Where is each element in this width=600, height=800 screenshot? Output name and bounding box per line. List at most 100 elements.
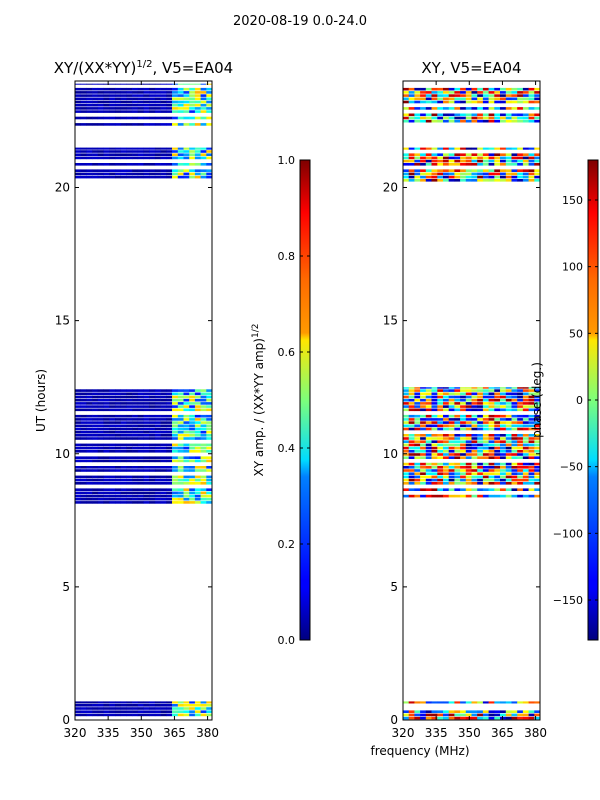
heatmap-cell xyxy=(528,156,535,160)
heatmap-cell xyxy=(425,91,432,94)
heatmap-cell xyxy=(534,408,541,412)
heatmap-cell xyxy=(420,172,427,176)
heatmap-cell xyxy=(149,488,156,491)
heatmap-cell xyxy=(75,100,81,104)
heatmap-cell xyxy=(92,494,99,498)
heatmap-cell xyxy=(534,172,541,176)
heatmap-cell xyxy=(75,466,81,469)
heatmap-cell xyxy=(460,119,467,123)
heatmap-cell xyxy=(194,459,201,463)
heatmap-cell xyxy=(154,475,161,479)
heatmap-cell xyxy=(75,488,81,491)
heatmap-cell xyxy=(172,707,178,710)
heatmap-cell xyxy=(183,707,190,710)
heatmap-cell xyxy=(517,175,524,179)
colorbar-tick-label: 0.2 xyxy=(278,538,296,551)
heatmap-cell xyxy=(494,395,501,399)
heatmap-cell xyxy=(154,94,161,97)
heatmap-cell xyxy=(420,713,427,717)
heatmap-cell xyxy=(143,421,150,424)
heatmap-cell xyxy=(137,456,144,459)
heatmap-cell xyxy=(80,478,87,482)
colorbar-tick-label: 1.0 xyxy=(278,154,296,167)
heatmap-cell xyxy=(437,713,444,717)
heatmap-cell xyxy=(465,414,472,418)
heatmap-cell xyxy=(482,478,489,482)
heatmap-cell xyxy=(75,421,81,424)
heatmap-cell xyxy=(166,147,173,150)
heatmap-cell xyxy=(420,402,427,405)
heatmap-cell xyxy=(97,153,104,156)
heatmap-cell xyxy=(420,427,427,431)
heatmap-cell xyxy=(109,123,116,126)
heatmap-cell xyxy=(460,172,467,176)
heatmap-cell xyxy=(103,156,110,160)
heatmap-cell xyxy=(528,701,535,704)
heatmap-cell xyxy=(454,414,461,418)
heatmap-cell xyxy=(132,97,139,101)
heatmap-cell xyxy=(403,116,409,120)
heatmap-cell xyxy=(75,163,81,166)
heatmap-cell xyxy=(154,707,161,710)
heatmap-cell xyxy=(482,91,489,94)
heatmap-cell xyxy=(414,462,421,466)
heatmap-cell xyxy=(494,398,501,402)
heatmap-cell xyxy=(522,478,529,482)
heatmap-cell xyxy=(120,414,127,418)
heatmap-cell xyxy=(482,469,489,472)
heatmap-cell xyxy=(420,472,427,475)
heatmap-cell xyxy=(115,482,121,485)
heatmap-cell xyxy=(488,405,495,408)
heatmap-cell xyxy=(465,701,472,704)
heatmap-cell xyxy=(115,466,121,469)
heatmap-cell xyxy=(189,97,196,101)
heatmap-cell xyxy=(494,466,501,469)
heatmap-cell xyxy=(80,414,87,418)
heatmap-cell xyxy=(403,389,409,392)
heatmap-cell xyxy=(143,116,150,120)
heatmap-cell xyxy=(97,83,104,85)
heatmap-cell xyxy=(522,392,529,396)
heatmap-cell xyxy=(403,97,409,101)
heatmap-cell xyxy=(115,402,121,405)
heatmap-cell xyxy=(126,147,133,150)
heatmap-cell xyxy=(86,169,93,172)
heatmap-cell xyxy=(408,387,415,389)
heatmap-cell xyxy=(189,701,196,704)
heatmap-cell xyxy=(517,446,524,450)
heatmap-cell xyxy=(103,701,110,704)
heatmap-cell xyxy=(160,150,167,153)
heatmap-cell xyxy=(528,434,535,437)
heatmap-cell xyxy=(183,475,190,479)
heatmap-cell xyxy=(160,153,167,156)
heatmap-cell xyxy=(149,392,156,396)
heatmap-cell xyxy=(109,704,116,707)
heatmap-cell xyxy=(477,156,484,160)
heatmap-cell xyxy=(109,707,116,710)
x-tick-label: 365 xyxy=(491,726,514,740)
heatmap-cell xyxy=(425,147,432,150)
heatmap-cell xyxy=(183,116,190,120)
heatmap-cell xyxy=(482,472,489,475)
heatmap-cell xyxy=(517,488,524,491)
heatmap-cell xyxy=(403,469,409,472)
heatmap-cell xyxy=(500,418,506,421)
heatmap-cell xyxy=(189,704,196,707)
heatmap-cell xyxy=(443,478,449,482)
heatmap-cell xyxy=(408,710,415,713)
heatmap-cell xyxy=(109,91,116,94)
heatmap-cell xyxy=(183,389,190,392)
heatmap-cell xyxy=(460,427,467,431)
heatmap-cell xyxy=(177,153,184,156)
heatmap-cell xyxy=(420,163,427,166)
heatmap-cell xyxy=(505,91,512,94)
heatmap-cell xyxy=(149,437,156,440)
heatmap-cell xyxy=(75,103,81,107)
heatmap-cell xyxy=(482,408,489,412)
heatmap-cell xyxy=(534,392,541,396)
heatmap-cell xyxy=(505,87,512,91)
heatmap-cell xyxy=(206,456,213,459)
heatmap-cell xyxy=(194,398,201,402)
heatmap-cell xyxy=(505,172,512,176)
heatmap-cell xyxy=(408,408,415,412)
